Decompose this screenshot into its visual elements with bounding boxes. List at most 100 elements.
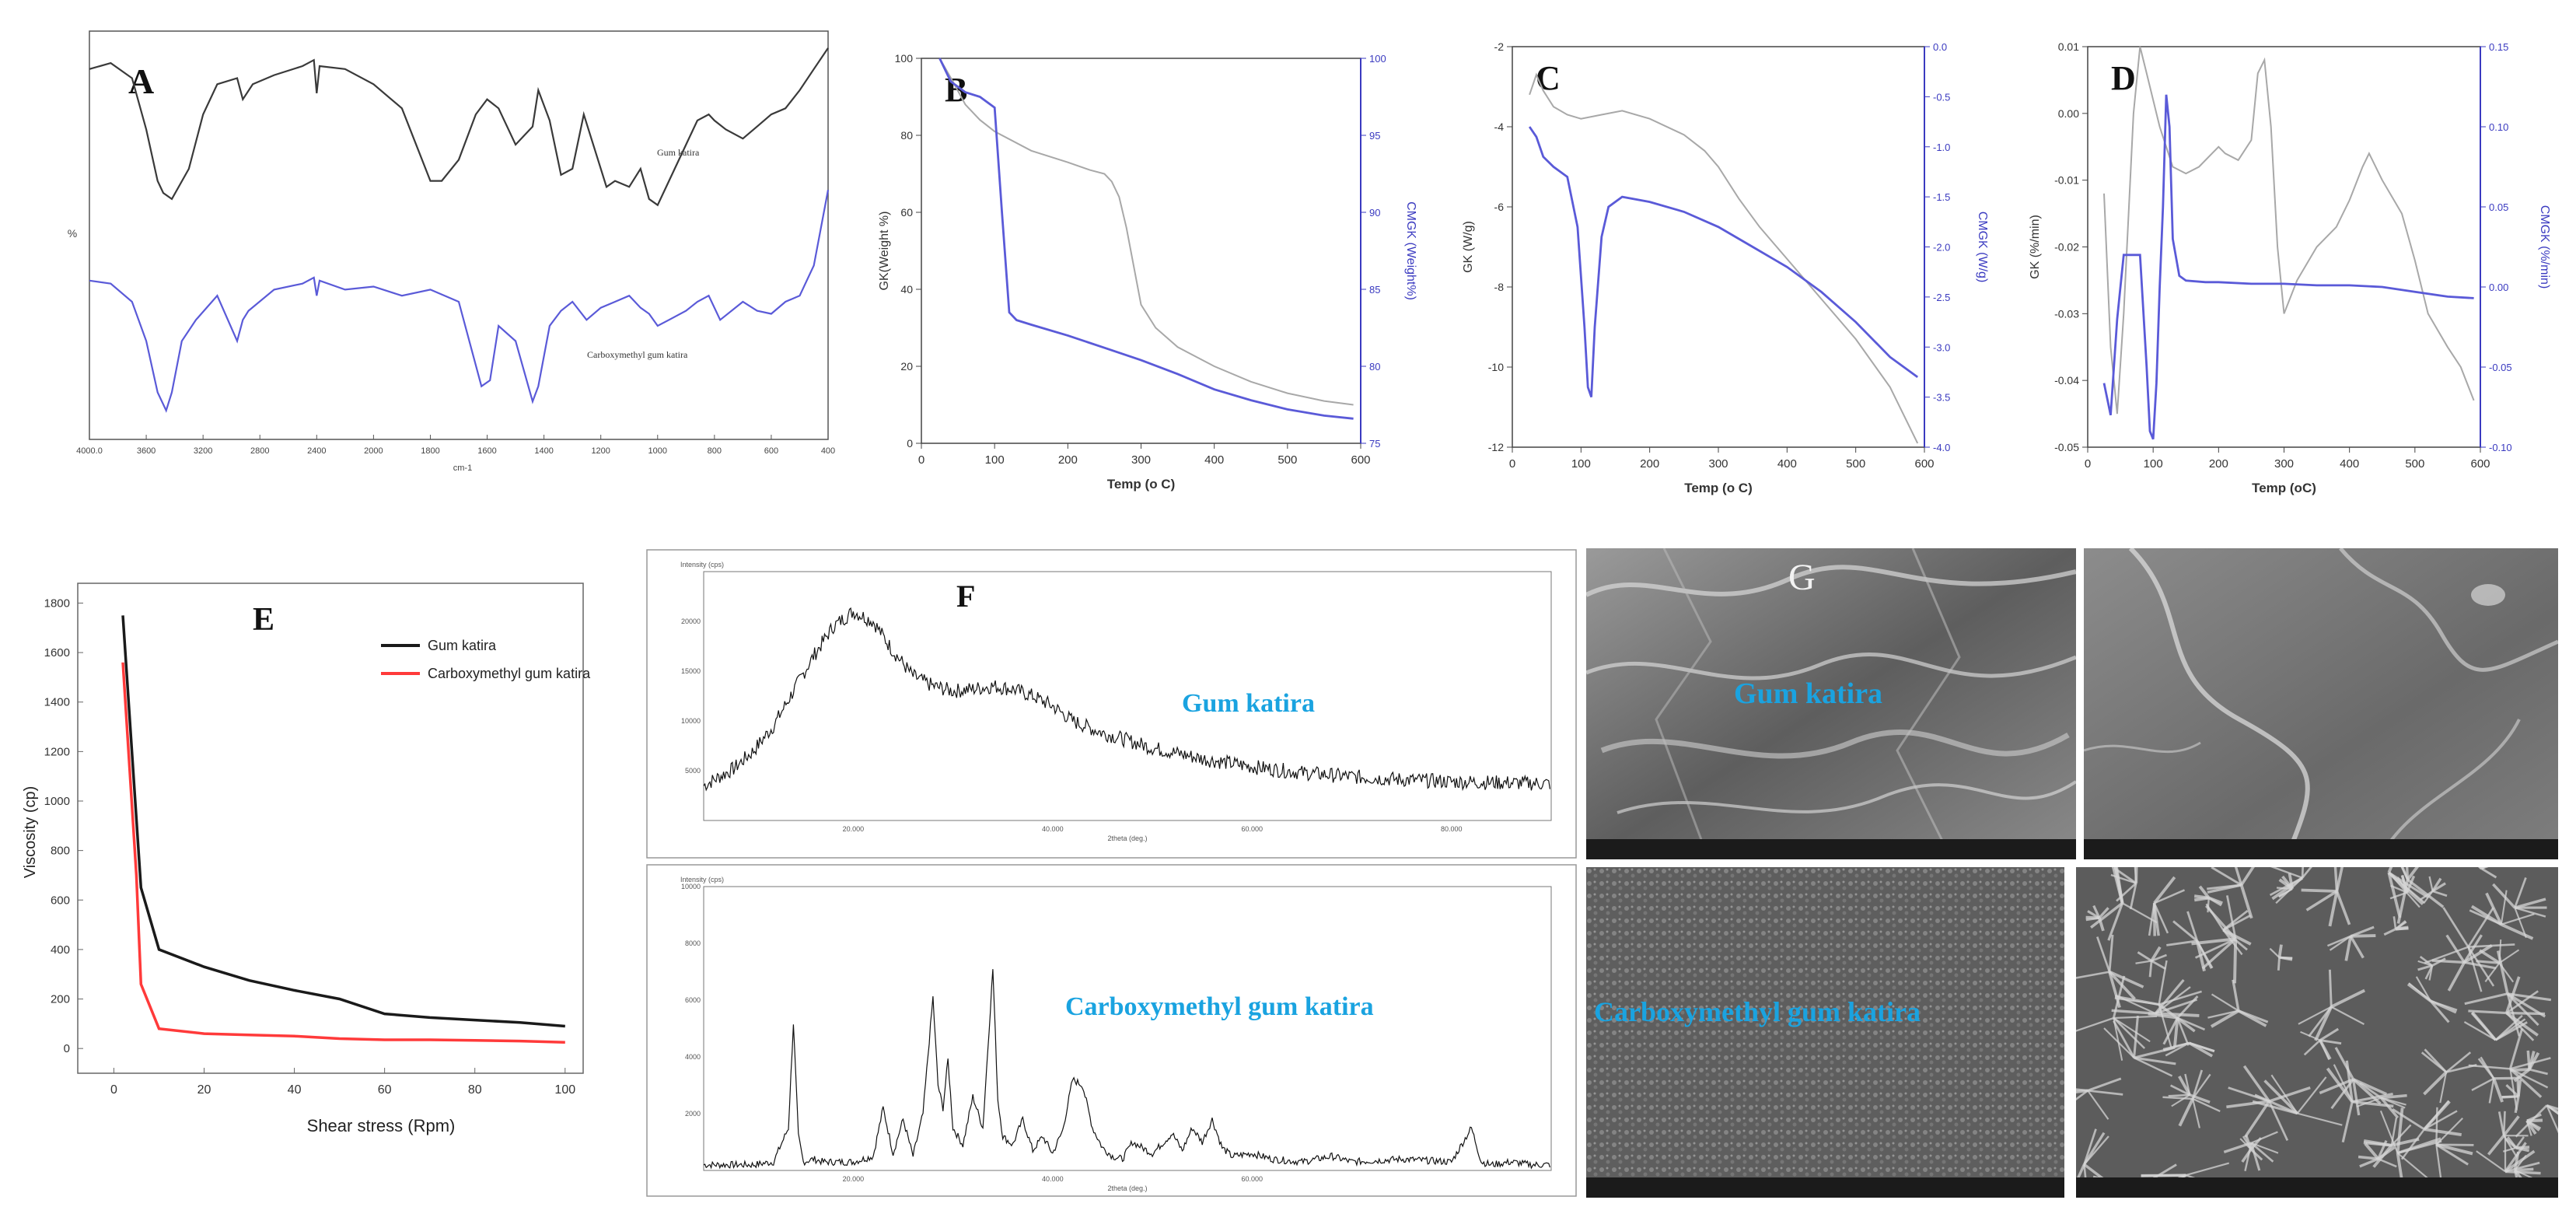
crystal-texture <box>2383 916 2409 936</box>
x-tick-label: 80.000 <box>1441 825 1463 833</box>
series-line-cmgk <box>1528 126 1919 398</box>
crystal-texture <box>2406 976 2458 1023</box>
x-tick-label: 600 <box>764 446 778 456</box>
x-tick-label: 300 <box>1708 457 1728 471</box>
crystal-texture <box>2510 1050 2548 1083</box>
y-right-axis-label: CMGK (W/g) <box>1976 212 1989 283</box>
y-axis-label: GK (%/min) <box>2029 215 2042 279</box>
series-line-gk <box>121 615 565 1028</box>
x-tick-label: 40.000 <box>1042 825 1064 833</box>
crystal-texture <box>2207 979 2269 1028</box>
crystal-texture <box>2103 1015 2176 1077</box>
panel-border <box>646 549 1577 859</box>
xrd-annotation: Gum katira <box>1182 689 1315 718</box>
y-right-tick-label: 90 <box>1369 207 1380 219</box>
crystal-texture <box>2301 867 2351 927</box>
x-tick-label: 2800 <box>250 446 269 456</box>
y-tick-label: 10000 <box>681 717 701 725</box>
x-tick-label: 60.000 <box>1242 825 1264 833</box>
y-tick-label: 400 <box>51 943 70 957</box>
y-tick-label: 4000 <box>685 1053 701 1061</box>
y-right-tick-label: -4.0 <box>1933 442 1950 453</box>
y-right-tick-label: 100 <box>1369 53 1386 65</box>
panel-e-viscosity-chart: 0 20 40 60 80 1000200400600800100012001400160… <box>22 583 591 1135</box>
x-tick-label: 60.000 <box>1242 1175 1264 1183</box>
y-axis-label: % <box>68 227 77 240</box>
y-tick-label: -0.05 <box>2054 441 2079 453</box>
y-tick-label: -10 <box>1488 361 1504 373</box>
plot-frame <box>921 58 1361 444</box>
crystal-texture <box>2076 1077 2123 1120</box>
x-tick-label: 800 <box>708 446 722 456</box>
y-right-tick-label: 85 <box>1369 284 1380 296</box>
x-axis-label: Temp (o C) <box>1107 477 1176 492</box>
x-tick-label: 500 <box>2405 457 2424 471</box>
x-axis-label: 2theta (deg.) <box>1107 834 1147 842</box>
panel-label: D <box>2111 59 2136 97</box>
crystal-texture <box>2476 1135 2541 1175</box>
crystal-texture <box>2162 1041 2215 1058</box>
legend-label: Carboxymethyl gum katira <box>428 666 591 681</box>
series-label-cmgk: Carboxymethyl gum katira <box>587 349 688 360</box>
sem-image-gum-katira-low-mag: G Gum katira <box>1586 548 2076 859</box>
panel-b-tga-chart: 0 100 200 300 400 500 600 0 20 40 60 80 100 75 80 85 90 9… <box>878 52 1417 492</box>
x-tick-label: 1600 <box>477 446 496 456</box>
x-tick-label: 1800 <box>421 446 439 456</box>
crystal-texture <box>2420 1048 2477 1104</box>
crystal-texture <box>2363 1117 2420 1168</box>
y-axis-label: GK(Weight %) <box>878 212 891 291</box>
y-tick-label: 1000 <box>44 795 70 808</box>
crystal-texture <box>2326 925 2376 961</box>
y-tick-label: -0.02 <box>2054 241 2079 254</box>
y-tick-label: -6 <box>1494 201 1505 213</box>
y-right-axis-label: CMGK (%/min) <box>2538 205 2551 289</box>
x-tick-label: 40 <box>288 1083 302 1097</box>
x-tick-label: 1200 <box>591 446 610 456</box>
series-line-gk <box>2103 46 2475 415</box>
crystal-texture <box>2419 876 2448 904</box>
x-axis-label: Temp (oC) <box>2252 481 2316 495</box>
x-tick-label: 600 <box>1914 457 1934 471</box>
panel-border <box>646 864 1577 1197</box>
y-tick-label: 1200 <box>44 745 70 758</box>
x-tick-label: 100 <box>2144 457 2163 471</box>
y-tick-label: 600 <box>51 894 70 907</box>
x-tick-label: 80 <box>468 1083 482 1097</box>
x-tick-label: 3600 <box>137 446 156 456</box>
x-tick-label: 40.000 <box>1042 1175 1064 1183</box>
crystal-texture <box>2226 1065 2311 1142</box>
crystal-texture <box>2090 867 2158 941</box>
panel-label: E <box>253 602 274 638</box>
series-line-cmgk <box>2102 94 2474 440</box>
y-right-tick-label: 0.10 <box>2489 121 2508 133</box>
xrd-annotation: Carboxymethyl gum katira <box>1065 992 1374 1021</box>
x-tick-label: 500 <box>1846 457 1865 471</box>
x-tick-label: 100 <box>985 453 1005 467</box>
x-tick-label: 300 <box>2274 457 2294 471</box>
y-tick-label: -0.04 <box>2054 374 2079 387</box>
plot-frame <box>703 571 1552 821</box>
y-right-tick-label: 0.05 <box>2489 201 2508 213</box>
x-tick-label: 20.000 <box>843 825 865 833</box>
crystal-texture <box>2298 969 2366 1041</box>
y-tick-label: 15000 <box>681 667 701 675</box>
x-tick-label: 0 <box>1509 457 1515 471</box>
crystal-texture <box>2417 956 2446 981</box>
y-axis-label: Intensity (cps) <box>680 561 724 569</box>
x-tick-label: 200 <box>2209 457 2228 471</box>
y-tick-label: -0.01 <box>2054 174 2079 187</box>
y-tick-label: 6000 <box>685 996 701 1004</box>
crystal-texture <box>2114 960 2202 1048</box>
xrd-curve <box>703 969 1550 1170</box>
x-tick-label: 20 <box>197 1083 211 1097</box>
series-line-gk <box>89 47 829 207</box>
x-tick-label: 400 <box>1204 453 1224 467</box>
y-right-tick-label: -2.0 <box>1933 242 1950 254</box>
crystal-texture <box>2392 1100 2462 1160</box>
x-tick-label: 100 <box>1571 457 1591 471</box>
panel-label: F <box>956 579 975 614</box>
series-line-cmgk <box>938 58 1354 420</box>
xrd-curve <box>703 607 1550 792</box>
x-tick-label: 500 <box>1278 453 1297 467</box>
crystal-texture <box>2207 867 2255 919</box>
